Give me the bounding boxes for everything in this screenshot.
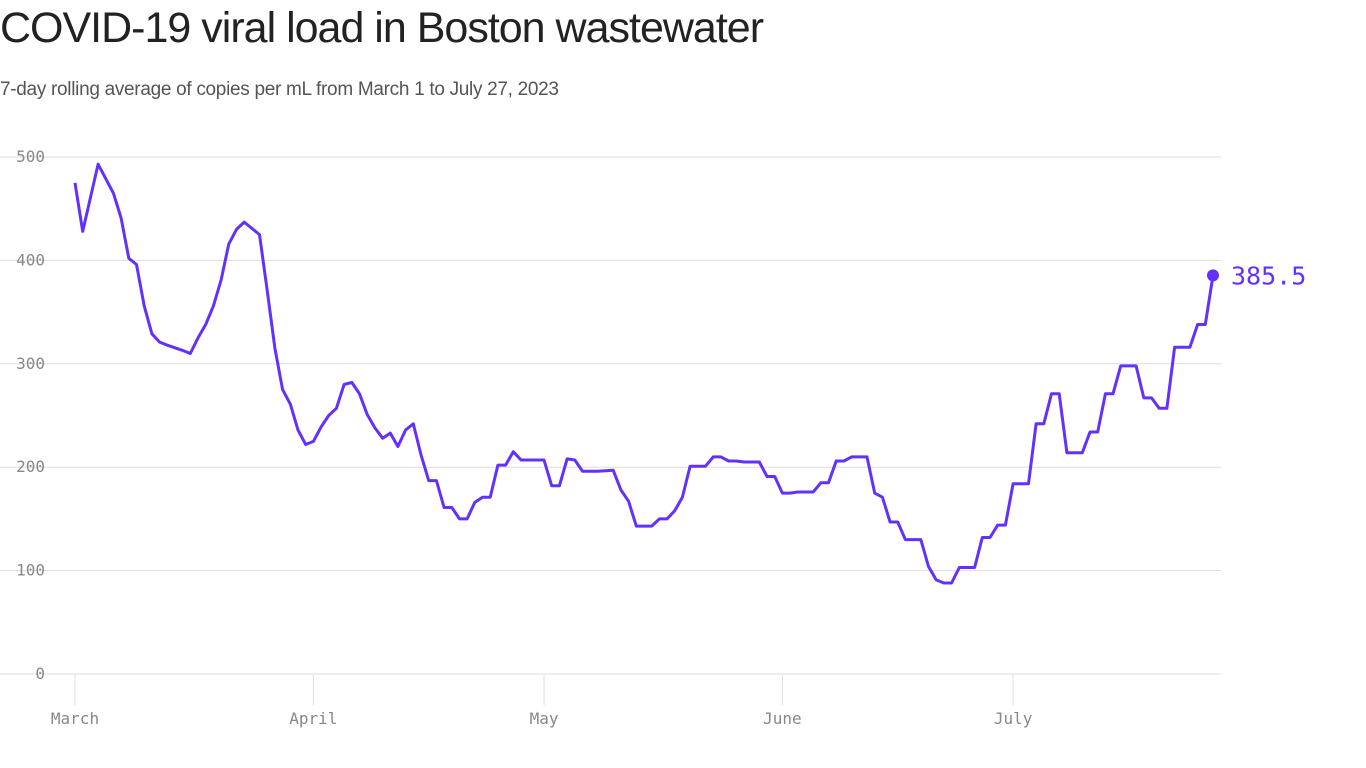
x-tick-label: May xyxy=(530,709,559,728)
x-tick-label: April xyxy=(289,709,337,728)
y-tick-label: 100 xyxy=(16,561,45,580)
y-tick-label: 300 xyxy=(16,354,45,373)
series-line xyxy=(73,162,1215,585)
x-tick-label: June xyxy=(763,709,802,728)
y-tick-label: 200 xyxy=(16,457,45,476)
x-tick-label: March xyxy=(51,709,99,728)
y-tick-label: 400 xyxy=(16,250,45,269)
end-point-marker xyxy=(1207,269,1219,282)
chart-subtitle: 7-day rolling average of copies per mL f… xyxy=(0,79,559,100)
x-tick-label: July xyxy=(994,709,1033,728)
chart-title: COVID-19 viral load in Boston wastewater xyxy=(0,4,764,52)
y-tick-label: 500 xyxy=(16,147,45,166)
y-tick-label: 0 xyxy=(35,664,45,683)
end-value-label: 385.5 xyxy=(1231,261,1306,290)
